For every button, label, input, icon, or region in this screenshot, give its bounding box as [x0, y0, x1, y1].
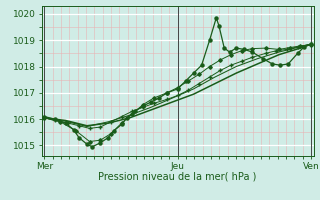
- X-axis label: Pression niveau de la mer( hPa ): Pression niveau de la mer( hPa ): [99, 172, 257, 182]
